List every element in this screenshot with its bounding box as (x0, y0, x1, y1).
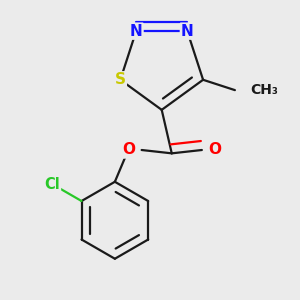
Text: Cl: Cl (44, 177, 60, 192)
Text: S: S (115, 72, 126, 87)
Text: O: O (209, 142, 222, 158)
Text: N: N (130, 24, 142, 39)
Text: O: O (122, 142, 135, 158)
Text: N: N (181, 24, 194, 39)
Text: CH₃: CH₃ (250, 83, 278, 97)
